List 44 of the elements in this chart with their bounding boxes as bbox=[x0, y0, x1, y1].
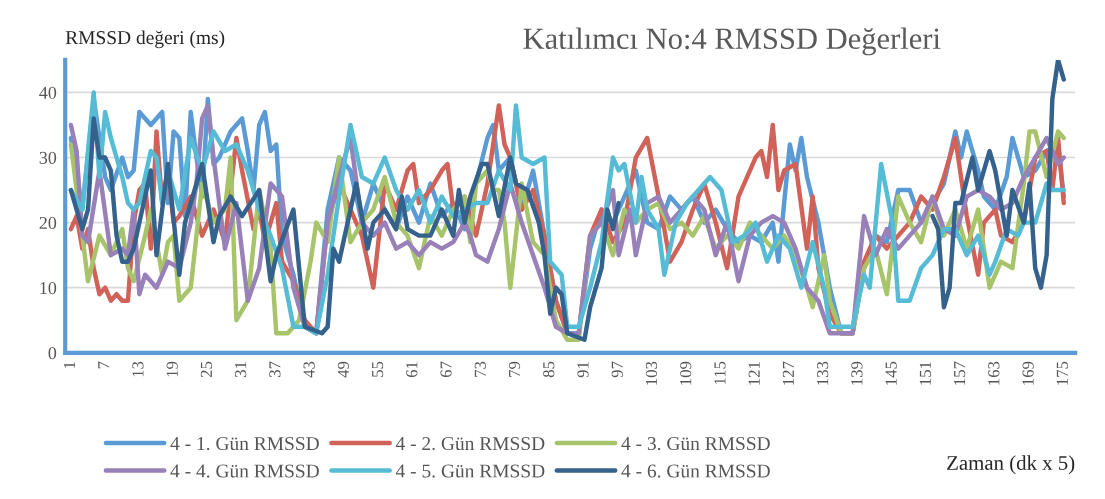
x-tick-label: 169 bbox=[1022, 361, 1034, 385]
x-tick-label: 115 bbox=[714, 361, 726, 385]
legend-label: 4 - 2. Gün RMSSD bbox=[395, 437, 545, 451]
x-tick-label: 31 bbox=[235, 362, 247, 377]
legend-label: 4 - 3. Gün RMSSD bbox=[621, 437, 770, 451]
x-tick-label: 61 bbox=[406, 362, 418, 378]
x-tick-label: 67 bbox=[440, 361, 452, 378]
y-tick-label: 0 bbox=[48, 347, 57, 360]
x-axis-title: Zaman (dk x 5) bbox=[947, 455, 1075, 475]
x-tick-label: 97 bbox=[611, 361, 623, 378]
x-tick-label: 13 bbox=[132, 361, 144, 377]
x-tick-label: 151 bbox=[919, 362, 931, 385]
x-tick-label: 43 bbox=[303, 361, 315, 378]
x-tick-label: 121 bbox=[748, 362, 760, 385]
x-tick-label: 163 bbox=[988, 361, 1000, 385]
y-tick-label: 40 bbox=[39, 86, 57, 99]
x-tick-label: 103 bbox=[645, 361, 658, 385]
x-tick-label: 37 bbox=[269, 361, 281, 377]
legend-label: 4 - 5. Gün RMSSD bbox=[395, 464, 545, 478]
x-tick-label: 109 bbox=[680, 361, 692, 385]
y-tick-label: 20 bbox=[39, 216, 57, 230]
x-tick-label: 55 bbox=[372, 361, 384, 377]
x-tick-label: 79 bbox=[508, 361, 521, 377]
x-tick-label: 157 bbox=[954, 361, 966, 385]
x-tick-label: 19 bbox=[166, 361, 178, 377]
x-tick-label: 133 bbox=[817, 361, 829, 385]
y-tick-label: 30 bbox=[39, 151, 57, 164]
x-tick-label: 25 bbox=[200, 361, 213, 378]
y-axis-title: RMSSD değeri (ms) bbox=[65, 30, 225, 49]
x-tick-label: 145 bbox=[885, 361, 897, 385]
chart-title: Katılımcı No:4 RMSSD Değerleri bbox=[523, 27, 941, 56]
legend-label: 4 - 6. Gün RMSSD bbox=[621, 464, 770, 478]
x-tick-label: 73 bbox=[474, 361, 486, 377]
x-tick-label: 91 bbox=[577, 362, 589, 378]
legend-label: 4 - 4. Gün RMSSD bbox=[170, 464, 319, 478]
x-tick-label: 175 bbox=[1056, 361, 1068, 385]
x-tick-label: 85 bbox=[543, 361, 555, 378]
x-tick-label: 49 bbox=[337, 361, 349, 378]
x-tick-label: 1 bbox=[63, 362, 75, 368]
x-tick-label: 127 bbox=[782, 361, 794, 385]
x-tick-label: 7 bbox=[98, 361, 110, 369]
x-tick-label: 139 bbox=[851, 361, 863, 385]
y-tick-label: 10 bbox=[40, 281, 57, 295]
legend-label: 4 - 1. Gün RMSSD bbox=[170, 437, 319, 451]
